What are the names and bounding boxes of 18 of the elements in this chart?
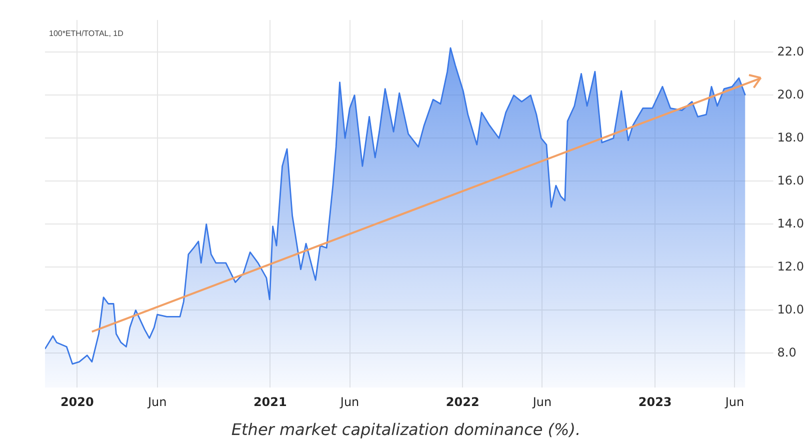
x-tick-label: Jun [339, 394, 360, 409]
y-tick-label: 12.0 [777, 259, 804, 274]
x-tick-label: Jun [146, 394, 167, 409]
text: Ether market capitalization dominance (%). [230, 420, 582, 439]
y-tick-label: 18.0 [777, 130, 804, 144]
x-tick-label: 2020 [60, 394, 94, 409]
y-tick-label: 10.0 [777, 302, 804, 316]
y-tick-label: 22.0 [777, 44, 804, 58]
x-tick-label: 2022 [446, 394, 480, 409]
y-tick-label: 8.0 [777, 345, 796, 360]
x-tick-label: Jun [724, 394, 744, 409]
x-tick-label: 2021 [253, 394, 287, 409]
y-tick-label: 16.0 [777, 173, 804, 188]
x-tick-label: Jun [532, 394, 552, 409]
y-tick-label: 20.0 [777, 87, 804, 102]
y-tick-label: 14.0 [777, 216, 804, 230]
annotation: 100*ETH/TOTAL, 1D [49, 29, 124, 38]
x-tick-label: 2023 [638, 394, 672, 409]
